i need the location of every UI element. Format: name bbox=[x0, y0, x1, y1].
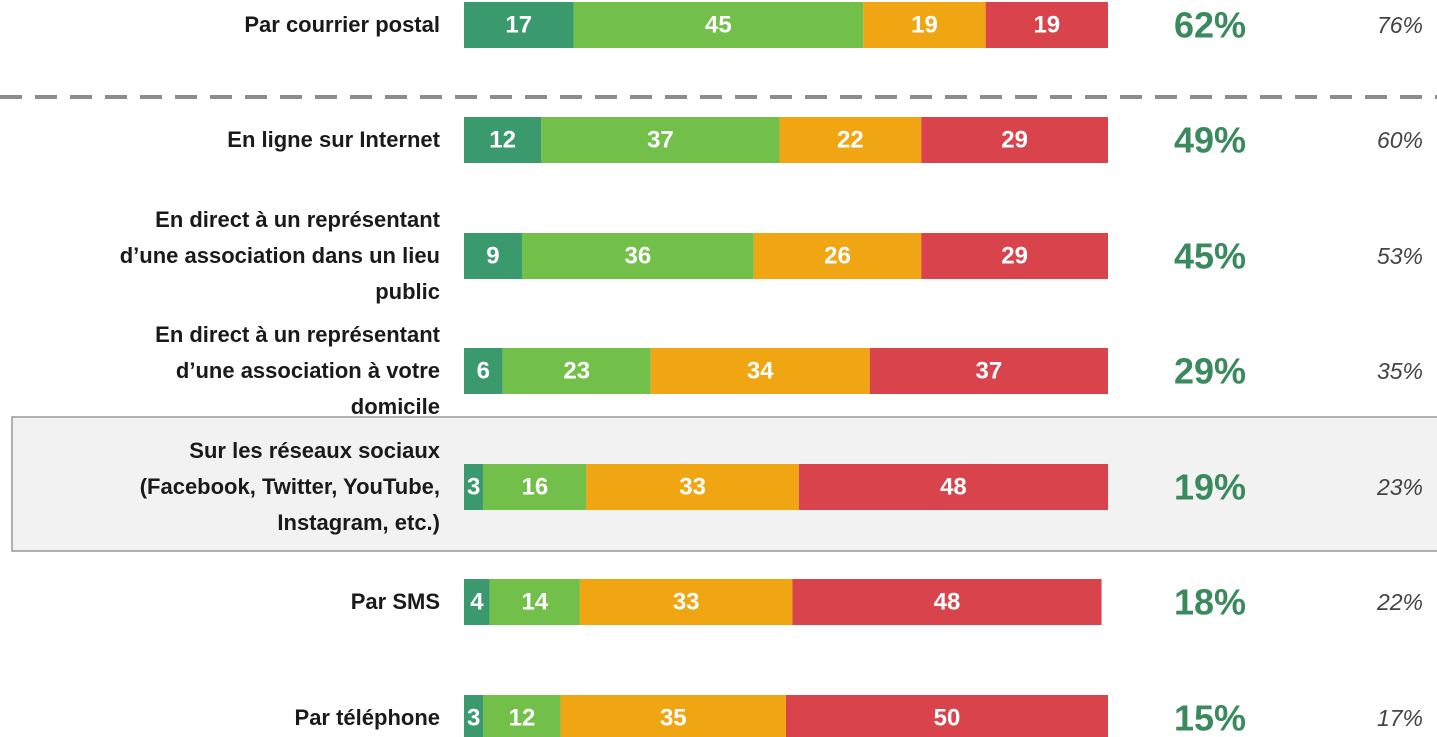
value-label: 23 bbox=[563, 358, 590, 385]
category-label: Par courrier postal bbox=[244, 12, 440, 37]
bar-segment bbox=[464, 464, 484, 510]
category-label: Sur les réseaux sociaux (Facebook, Twitt… bbox=[139, 438, 440, 535]
value-label: 17 bbox=[505, 12, 532, 39]
base-percent: 17% bbox=[1377, 705, 1423, 731]
bar-segment bbox=[921, 233, 1108, 279]
value-label: 6 bbox=[477, 358, 490, 385]
bar-segment bbox=[483, 464, 587, 510]
value-label: 37 bbox=[976, 358, 1003, 385]
total-percent: 19% bbox=[1174, 467, 1246, 508]
bar-segment bbox=[560, 695, 786, 737]
base-percent: 35% bbox=[1377, 358, 1423, 384]
value-label: 19 bbox=[911, 12, 938, 39]
value-label: 34 bbox=[747, 358, 774, 385]
value-label: 22 bbox=[837, 127, 864, 154]
bar-segment bbox=[921, 117, 1108, 163]
value-label: 4 bbox=[470, 589, 484, 616]
category-label: En direct à un représentant d’une associ… bbox=[119, 207, 440, 304]
bar-segment bbox=[483, 695, 561, 737]
bar-segment bbox=[798, 464, 1108, 510]
bar-segment bbox=[650, 348, 870, 394]
base-percent: 60% bbox=[1377, 127, 1423, 153]
total-percent: 15% bbox=[1174, 698, 1246, 737]
bar-segment bbox=[786, 695, 1108, 737]
bar-segment bbox=[869, 348, 1108, 394]
bar-segment bbox=[779, 117, 922, 163]
category-label: En ligne sur Internet bbox=[227, 127, 440, 152]
value-label: 29 bbox=[1001, 243, 1028, 270]
total-percent: 62% bbox=[1174, 5, 1246, 46]
base-percent: 53% bbox=[1377, 243, 1423, 269]
value-label: 45 bbox=[705, 12, 732, 39]
bar-segment bbox=[464, 579, 490, 625]
bar-segment bbox=[521, 233, 754, 279]
value-label: 16 bbox=[521, 474, 548, 501]
bar-segment bbox=[464, 117, 542, 163]
value-label: 37 bbox=[647, 127, 674, 154]
value-label: 12 bbox=[509, 705, 536, 732]
category-label: En direct à un représentant d’une associ… bbox=[155, 322, 440, 419]
total-percent: 29% bbox=[1174, 351, 1246, 392]
value-label: 9 bbox=[486, 243, 499, 270]
bar-segment bbox=[586, 464, 799, 510]
value-label: 36 bbox=[625, 243, 652, 270]
bar-segment bbox=[489, 579, 580, 625]
total-percent: 18% bbox=[1174, 582, 1246, 623]
bar-segment bbox=[579, 579, 793, 625]
bar-segment bbox=[792, 579, 1102, 625]
base-percent: 22% bbox=[1376, 589, 1423, 615]
value-label: 35 bbox=[660, 705, 687, 732]
category-label: Par SMS bbox=[350, 589, 440, 614]
value-label: 50 bbox=[934, 705, 961, 732]
total-percent: 49% bbox=[1174, 120, 1246, 161]
value-label: 19 bbox=[1033, 12, 1060, 39]
value-label: 26 bbox=[824, 243, 851, 270]
category-label: Par téléphone bbox=[294, 705, 440, 730]
bar-segment bbox=[464, 233, 522, 279]
bar-segment bbox=[753, 233, 922, 279]
value-label: 33 bbox=[679, 474, 706, 501]
bar-segment bbox=[863, 2, 986, 48]
base-percent: 23% bbox=[1376, 474, 1423, 500]
bar-segment bbox=[573, 2, 864, 48]
value-label: 33 bbox=[673, 589, 700, 616]
value-label: 48 bbox=[934, 589, 961, 616]
bar-segment bbox=[502, 348, 651, 394]
bar-segment bbox=[464, 695, 484, 737]
value-label: 3 bbox=[467, 474, 480, 501]
bar-segment bbox=[985, 2, 1108, 48]
value-label: 48 bbox=[940, 474, 967, 501]
value-label: 12 bbox=[489, 127, 516, 154]
bar-segment bbox=[464, 348, 503, 394]
value-label: 29 bbox=[1001, 127, 1028, 154]
value-label: 3 bbox=[467, 705, 480, 732]
base-percent: 76% bbox=[1377, 12, 1423, 38]
total-percent: 45% bbox=[1174, 236, 1246, 277]
bar-segment bbox=[541, 117, 780, 163]
value-label: 14 bbox=[521, 589, 548, 616]
bar-segment bbox=[464, 2, 574, 48]
